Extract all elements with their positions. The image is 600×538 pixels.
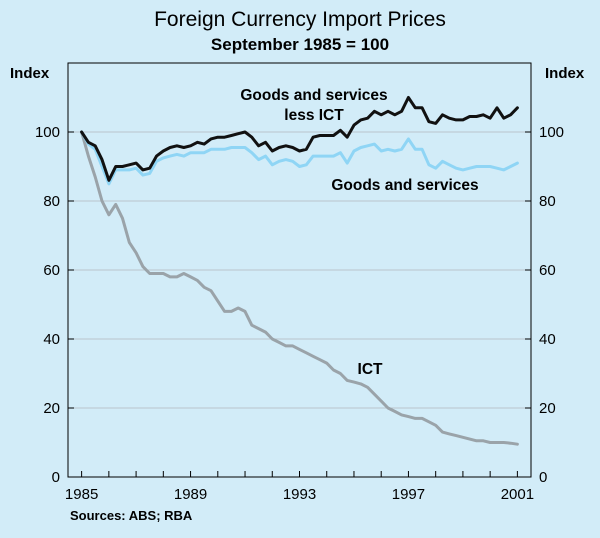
- y-tick-label-left: 20: [43, 400, 60, 417]
- y-tick-label-left: 40: [43, 331, 60, 348]
- y-tick-label-right: 60: [539, 262, 556, 279]
- x-tick-label: 1997: [392, 486, 425, 503]
- y-axis-label-left: Index: [10, 65, 50, 82]
- chart-title: Foreign Currency Import Prices: [154, 8, 446, 31]
- annotation-goods: Goods and services: [331, 177, 478, 194]
- series-line-goods-and-services-less-ict: [80, 96, 519, 182]
- y-tick-label-right: 80: [539, 193, 556, 210]
- axis-ticks: 0 0 20 20 40 40 60 60 80 80 100 100 1985 1989 1993 1997…: [35, 124, 564, 503]
- y-tick-label-right: 0: [539, 469, 547, 486]
- series-line-goods-and-services: [80, 130, 519, 186]
- y-tick-label-left: 80: [43, 193, 60, 210]
- y-tick-label-left: 60: [43, 262, 60, 279]
- x-tick-label: 1989: [174, 486, 207, 503]
- x-tick-label: 1985: [65, 486, 98, 503]
- y-tick-label-right: 100: [539, 124, 564, 141]
- annotation-goods-less-ict-line1: Goods and services: [240, 87, 387, 104]
- annotation-goods-less-ict-line2: less ICT: [284, 107, 344, 124]
- series-lines: [80, 96, 519, 446]
- gridlines: [68, 131, 531, 409]
- source-note: Sources: ABS; RBA: [70, 508, 193, 523]
- annotation-ict: ICT: [358, 361, 384, 378]
- y-tick-label-left: 0: [52, 469, 60, 486]
- series-line-ict: [80, 130, 519, 446]
- y-axis-label-right: Index: [545, 65, 585, 82]
- y-tick-label-left: 100: [35, 124, 60, 141]
- chart-subtitle: September 1985 = 100: [211, 35, 389, 54]
- x-tick-label: 1993: [283, 486, 316, 503]
- x-tick-label: 2001: [501, 486, 534, 503]
- y-tick-label-right: 20: [539, 400, 556, 417]
- y-tick-label-right: 40: [539, 331, 556, 348]
